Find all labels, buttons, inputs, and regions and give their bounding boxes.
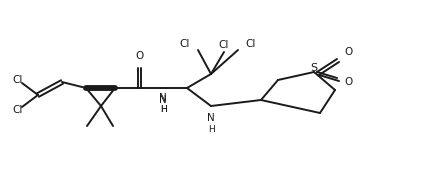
Text: Cl: Cl	[219, 40, 229, 50]
Text: Cl: Cl	[12, 105, 22, 115]
Text: O: O	[344, 47, 352, 57]
Text: Cl: Cl	[245, 39, 255, 49]
Text: Cl: Cl	[180, 39, 190, 49]
Text: H: H	[160, 106, 166, 114]
Text: Cl: Cl	[12, 75, 22, 85]
Text: N: N	[159, 93, 167, 103]
Text: O: O	[344, 77, 352, 87]
Text: H: H	[160, 104, 166, 114]
Text: N: N	[207, 113, 215, 123]
Text: S: S	[311, 63, 318, 73]
Text: N: N	[159, 95, 167, 105]
Text: H: H	[208, 124, 214, 134]
Text: O: O	[135, 51, 143, 61]
